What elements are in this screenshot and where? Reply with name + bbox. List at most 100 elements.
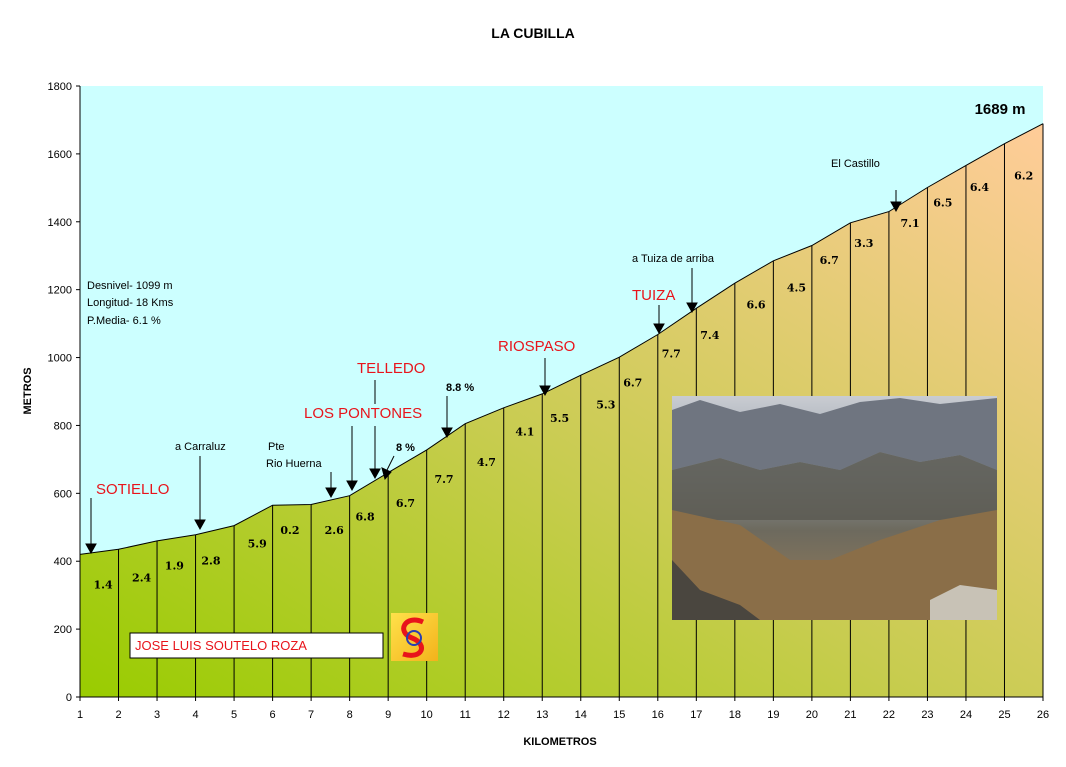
x-tick-label: 7 (308, 709, 314, 721)
arrow-tuiza-de-arriba (686, 268, 698, 314)
segment-gradient-label: 2.6 (325, 524, 344, 537)
x-tick-label: 23 (921, 709, 933, 721)
segment-gradient-label: 3.3 (854, 237, 873, 250)
x-tick-label: 22 (883, 709, 895, 721)
chart-title: LA CUBILLA (491, 25, 574, 41)
segment-gradient-label: 2.4 (132, 572, 151, 585)
arrow-el-castillo (890, 190, 902, 213)
y-tick-label: 200 (54, 624, 72, 636)
arrow-rio-huerna (325, 472, 337, 499)
x-tick-label: 14 (575, 709, 587, 721)
x-tick-label: 19 (767, 709, 779, 721)
segment-gradient-label: 4.5 (787, 281, 806, 294)
y-axis-title: METROS (22, 367, 34, 414)
place-los-pontones: LOS PONTONES (304, 405, 422, 422)
y-tick-label: 1000 (48, 353, 72, 365)
segment-gradient-label: 1.9 (165, 560, 184, 573)
segment-gradient-label: 6.5 (933, 197, 952, 210)
author-name: JOSE LUIS SOUTELO ROZA (135, 638, 307, 653)
logo (391, 613, 438, 661)
place-riospaso: RIOSPASO (498, 338, 575, 355)
segment-gradient-label: 7.7 (662, 348, 681, 361)
y-tick-label: 1400 (48, 217, 72, 229)
segment-gradient-label: 4.1 (515, 426, 534, 439)
x-tick-label: 8 (347, 709, 353, 721)
y-tick-label: 800 (54, 420, 72, 432)
segment-gradient-label: 7.7 (434, 473, 453, 486)
x-tick-label: 16 (652, 709, 664, 721)
y-tick-label: 0 (66, 692, 72, 704)
segment-gradient-label: 2.8 (201, 555, 220, 568)
segment-gradient-label: 5.5 (550, 412, 569, 425)
place-telledo: TELLEDO (357, 360, 425, 377)
x-tick-label: 11 (459, 709, 470, 721)
landscape-photo (672, 396, 997, 620)
note-gradient-8: 8 % (396, 442, 415, 454)
x-tick-label: 6 (270, 709, 276, 721)
x-tick-label: 2 (115, 709, 121, 721)
elevation-line (79, 123, 1044, 555)
x-tick-label: 24 (960, 709, 972, 721)
x-tick-label: 18 (729, 709, 741, 721)
x-tick-label: 21 (844, 709, 856, 721)
y-tick-label: 400 (54, 556, 72, 568)
y-tick-label: 1600 (48, 149, 72, 161)
segment-gradient-label: 0.2 (280, 524, 299, 537)
author-credit: JOSE LUIS SOUTELO ROZA (129, 632, 384, 659)
y-ticks: 0 200 400 600 800 1000 1200 1400 1600 1800 (48, 81, 80, 704)
segment-gradient-label: 6.7 (820, 254, 839, 267)
stat-pmedia: P.Media- 6.1 % (87, 315, 161, 327)
arrow-gradient-8 (381, 455, 395, 481)
segment-gradient-label: 4.7 (477, 456, 496, 469)
summit-label: 1689 m (975, 101, 1026, 118)
segment-gradient-label: 6.2 (1014, 169, 1033, 182)
segment-gradient-label: 6.7 (396, 497, 415, 510)
x-tick-label: 3 (154, 709, 160, 721)
x-tick-label: 20 (806, 709, 818, 721)
note-a-tuiza-de-arriba: a Tuiza de arriba (632, 253, 715, 265)
pointer-arrows (85, 190, 902, 555)
x-tick-label: 15 (613, 709, 625, 721)
arrow-gradient-88 (441, 396, 453, 439)
note-a-carraluz: a Carraluz (175, 441, 226, 453)
arrow-sotiello (85, 498, 97, 555)
x-tick-label: 9 (385, 709, 391, 721)
arrow-los-pontones-2 (369, 426, 381, 480)
segment-gradient-label: 7.1 (901, 217, 920, 230)
x-tick-label: 13 (536, 709, 548, 721)
x-tick-label: 12 (498, 709, 510, 721)
x-axis-title: KILOMETROS (523, 736, 596, 748)
segment-gradient-label: 5.3 (596, 398, 615, 411)
x-ticks: 1 2 3 4 5 6 7 8 9 10 11 12 13 14 15 16 17 18 19 20 21 22 23 24 2… (77, 697, 1049, 721)
note-el-castillo: El Castillo (831, 158, 880, 170)
stat-longitud: Longitud- 18 Kms (87, 297, 174, 309)
x-tick-label: 17 (690, 709, 702, 721)
x-tick-label: 4 (192, 709, 198, 721)
segment-gradient-label: 6.7 (623, 376, 642, 389)
segment-gradient-label: 6.6 (746, 298, 765, 311)
note-gradient-88: 8.8 % (446, 382, 474, 394)
note-pte: Pte (268, 441, 285, 453)
segment-gradient-labels: 1.4 2.4 1.9 2.8 5.9 0.2 2.6 6.8 6.7 7.7 4.7 4.1 5.5 5… (94, 169, 1034, 591)
segment-gradient-label: 6.8 (355, 510, 374, 523)
y-tick-label: 600 (54, 488, 72, 500)
x-tick-label: 5 (231, 709, 237, 721)
y-tick-label: 1800 (48, 81, 72, 93)
x-tick-label: 25 (998, 709, 1010, 721)
x-tick-label: 10 (421, 709, 433, 721)
arrow-carraluz (194, 456, 206, 531)
stat-desnivel: Desnivel- 1099 m (87, 280, 173, 292)
arrow-los-pontones-1 (346, 426, 358, 492)
arrow-tuiza (653, 305, 665, 335)
segment-gradient-label: 5.9 (248, 538, 267, 551)
arrow-riospaso (539, 358, 551, 397)
segment-gradient-label: 1.4 (94, 578, 113, 591)
x-tick-label: 26 (1037, 709, 1049, 721)
author-box (129, 632, 384, 659)
segment-gradient-label: 7.4 (700, 329, 719, 342)
place-tuiza: TUIZA (632, 287, 675, 304)
place-sotiello: SOTIELLO (96, 481, 169, 498)
y-tick-label: 1200 (48, 285, 72, 297)
